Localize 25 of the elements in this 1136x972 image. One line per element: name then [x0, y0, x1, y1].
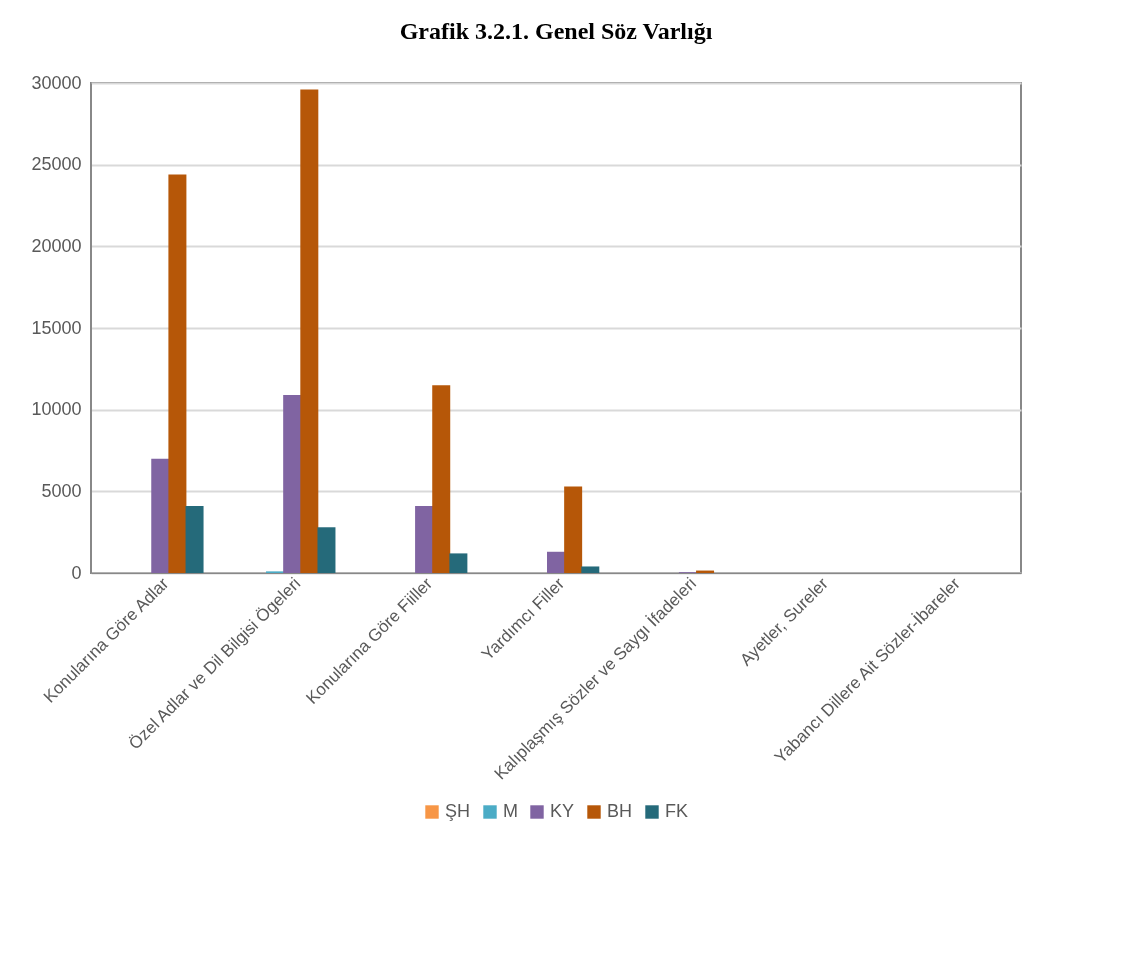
- bar: [300, 89, 319, 573]
- bar: [432, 385, 451, 573]
- bar: [564, 486, 583, 573]
- y-tick-label: 15000: [31, 317, 82, 338]
- legend-label: ŞH: [445, 801, 471, 821]
- legend-label: M: [503, 801, 518, 821]
- bar: [449, 553, 468, 573]
- legend-label: BH: [607, 801, 633, 821]
- bar: [185, 506, 204, 573]
- bar: [283, 394, 302, 573]
- bar: [581, 566, 600, 573]
- y-tick-label: 5000: [41, 480, 82, 501]
- y-tick-label: 0: [71, 562, 82, 583]
- bar: [415, 506, 434, 573]
- y-tick-label: 30000: [31, 72, 82, 93]
- y-tick-label: 10000: [31, 399, 82, 420]
- bar: [317, 527, 336, 573]
- y-tick-label: 25000: [31, 154, 82, 175]
- bar: [151, 458, 170, 573]
- chart-title: Grafik 3.2.1. Genel Söz Varlığı: [399, 18, 713, 44]
- y-tick-label: 20000: [31, 235, 82, 256]
- legend-label: KY: [550, 801, 575, 821]
- bar: [547, 551, 565, 573]
- bar: [168, 174, 187, 573]
- legend-label: FK: [665, 801, 689, 821]
